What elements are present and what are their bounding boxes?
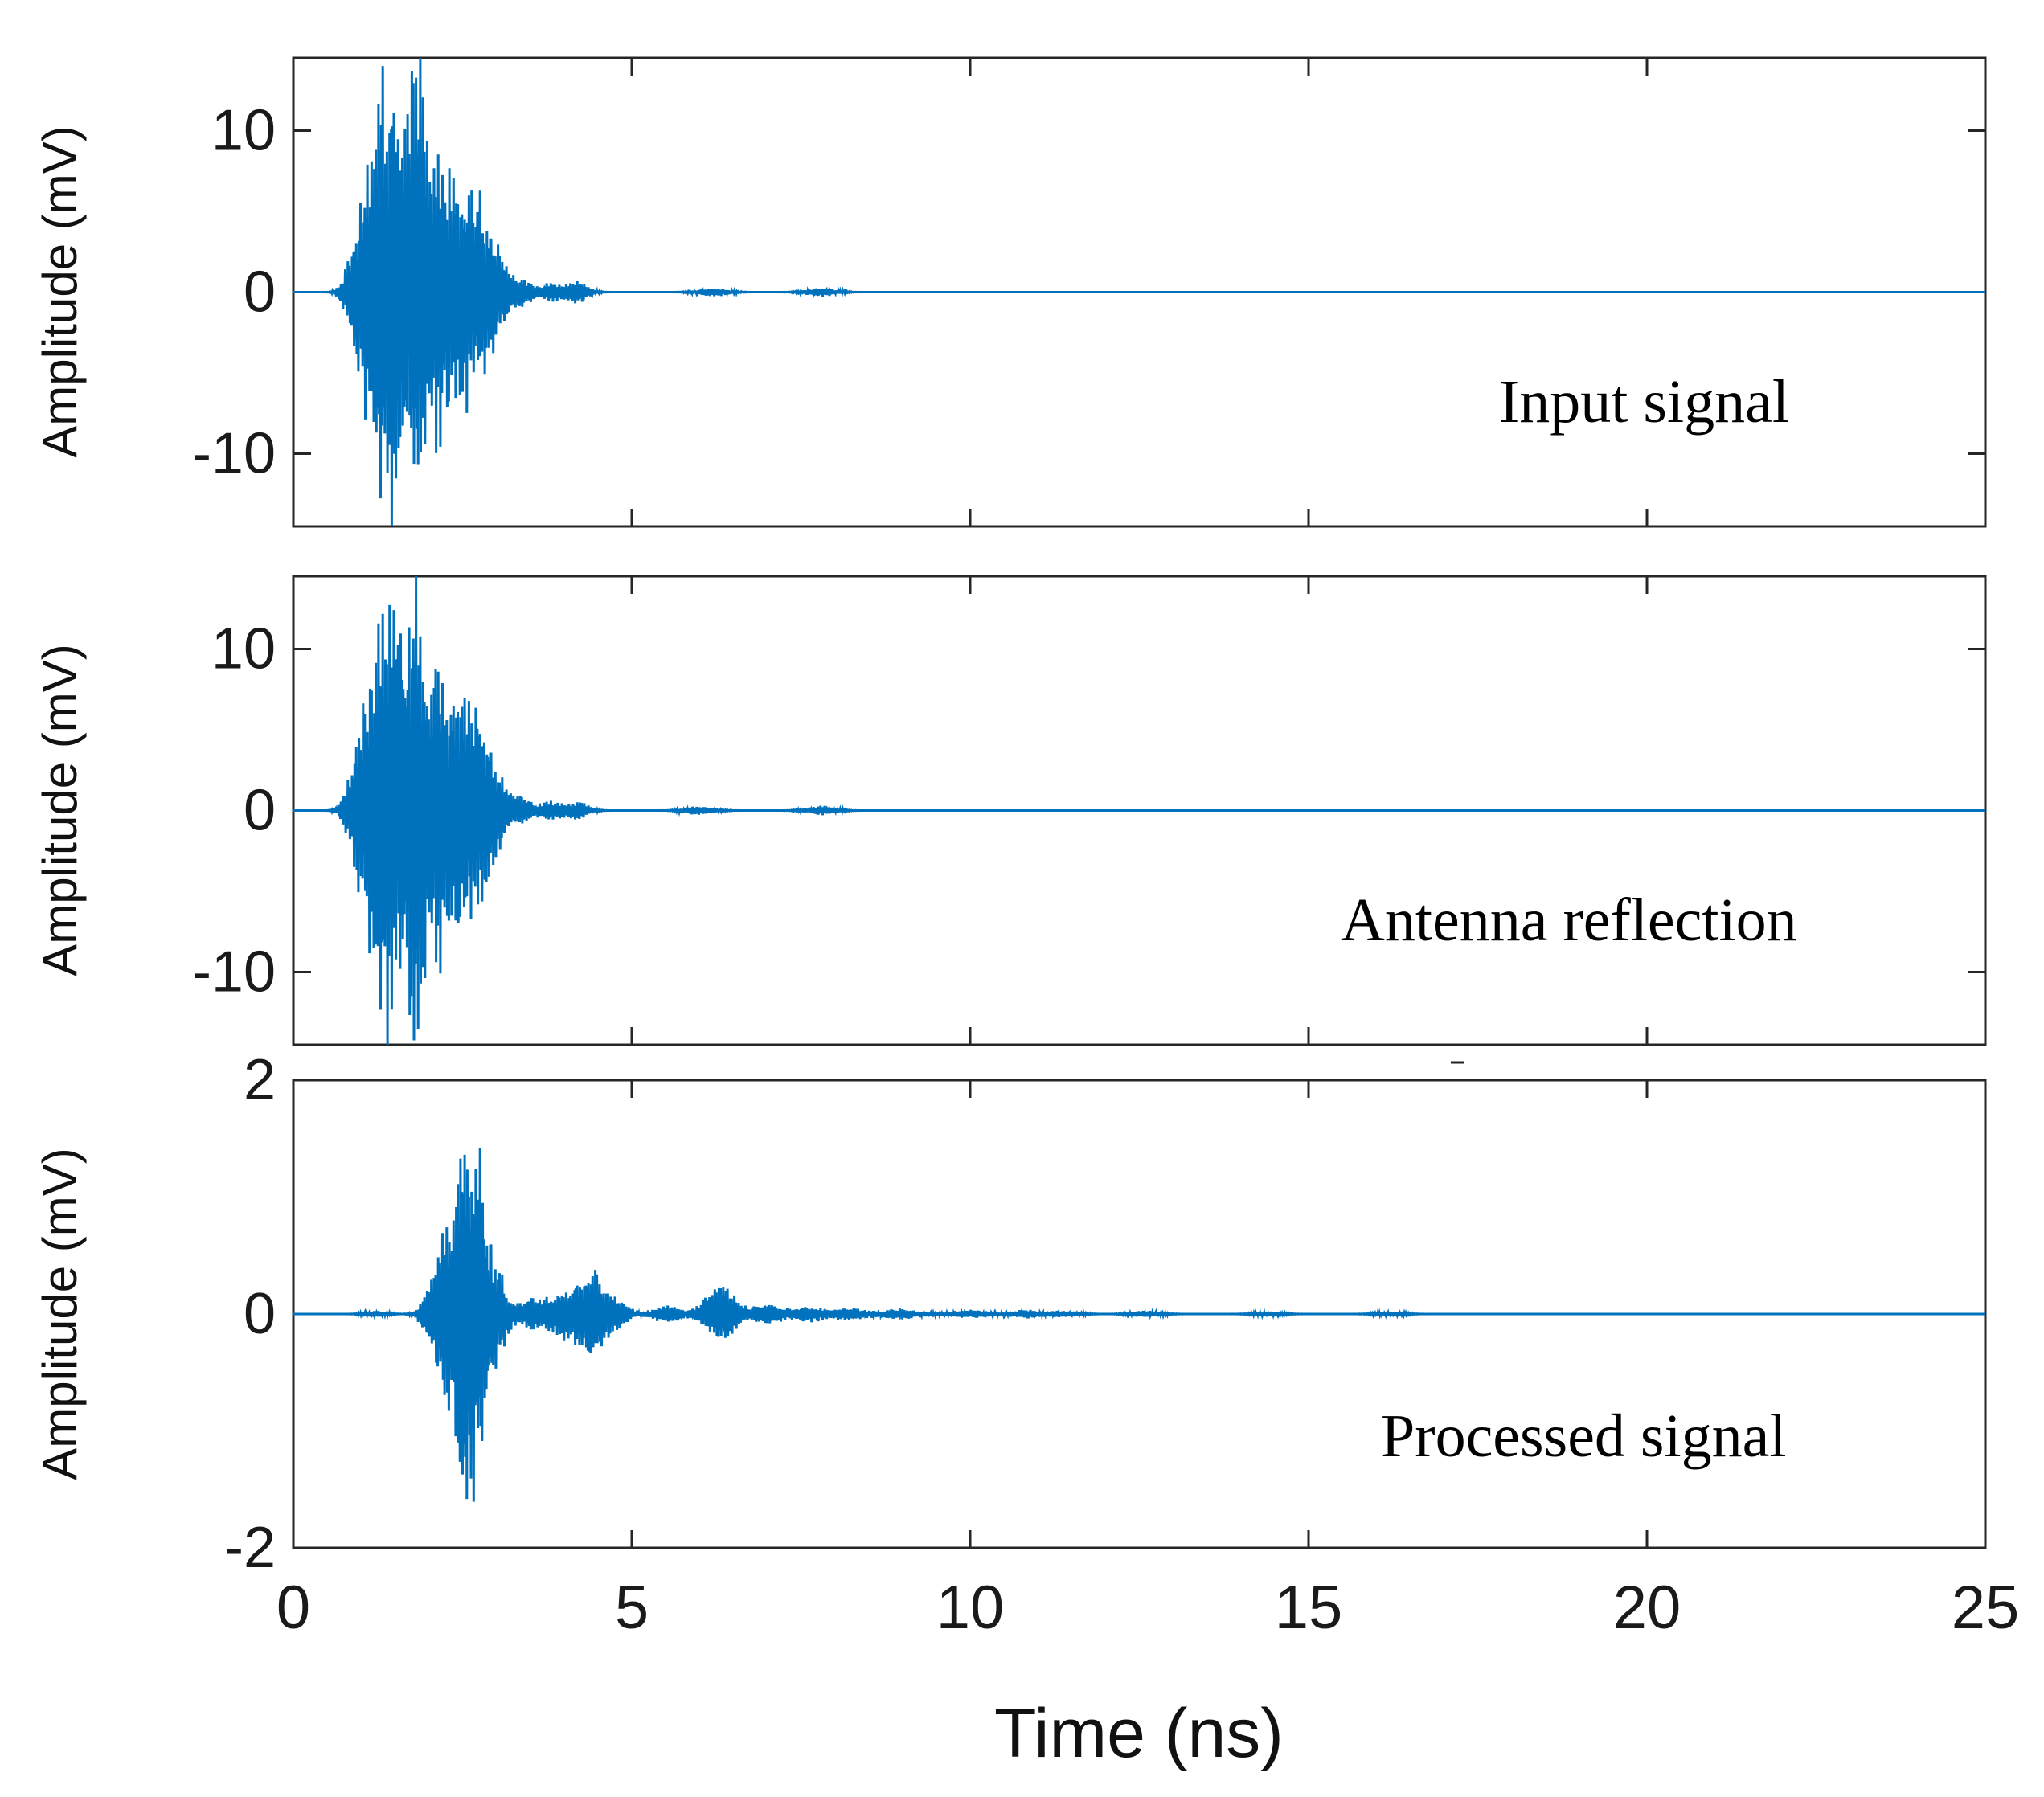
y-tick-label: -10	[192, 940, 276, 1005]
y-tick-label: 0	[244, 260, 276, 325]
y-tick-labels: 2 0 -2	[224, 1048, 276, 1580]
y-tick-label: 0	[244, 1282, 276, 1346]
x-tick-label: 25	[1952, 1574, 2020, 1642]
tick-marks	[292, 58, 1987, 526]
x-tick-label: 5	[615, 1574, 649, 1642]
x-tick-label: 10	[936, 1574, 1005, 1642]
y-tick-label: -2	[224, 1516, 276, 1580]
tick-marks	[292, 1079, 1987, 1549]
y-axis-label: Amplitude (mV)	[33, 644, 87, 976]
y-tick-label: 0	[244, 779, 276, 843]
y-tick-label: -10	[192, 422, 276, 486]
x-tick-label: 20	[1613, 1574, 1681, 1642]
y-tick-label: 10	[211, 616, 276, 681]
panel-input-signal: 10 0 -10 Amplitude (mV) Input signal	[33, 56, 1987, 528]
y-axis-label: Amplitude (mV)	[33, 1148, 87, 1480]
x-tick-labels: 0 5 10 15 20 25	[276, 1574, 2019, 1642]
annotation-antenna-reflection: Antenna reflection	[1341, 886, 1797, 954]
tick-marks	[292, 576, 1987, 1045]
signal-trace	[293, 575, 1985, 1046]
y-tick-label: 10	[211, 98, 276, 162]
y-tick-label: 2	[244, 1048, 276, 1112]
x-tick-label: 15	[1275, 1574, 1343, 1642]
x-tick-label: 0	[276, 1574, 310, 1642]
annotation-processed-signal: Processed signal	[1381, 1402, 1786, 1470]
y-axis-label: Amplitude (mV)	[33, 125, 87, 457]
annotation-input-signal: Input signal	[1499, 368, 1789, 436]
panel-antenna-reflection: 10 0 -10 Amplitude (mV) Antenna reflection	[33, 575, 1987, 1046]
x-axis-label: Time (ns)	[994, 1695, 1284, 1772]
signal-trace	[293, 57, 1985, 527]
y-tick-labels: 10 0 -10	[192, 616, 276, 1004]
signal-trace	[293, 1148, 1985, 1502]
y-tick-labels: 10 0 -10	[192, 98, 276, 485]
